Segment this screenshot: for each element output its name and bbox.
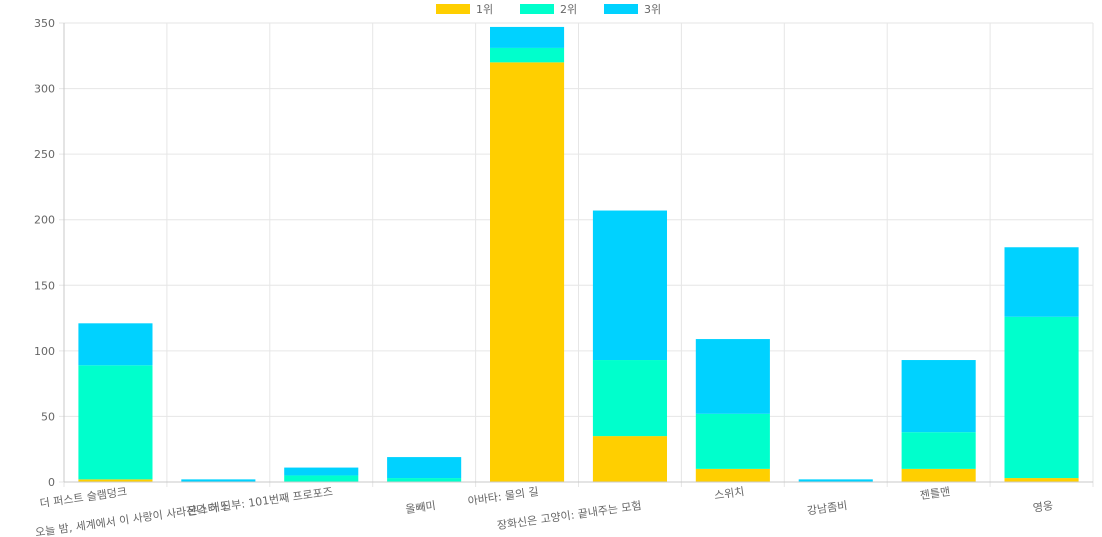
x-tick-label: 아바타: 물의 길 bbox=[467, 485, 540, 508]
bar-segment-3위[interactable] bbox=[798, 479, 873, 482]
y-tick-label: 0 bbox=[48, 476, 55, 489]
bar-segment-1위[interactable] bbox=[1004, 478, 1079, 482]
bar-segment-2위[interactable] bbox=[1004, 316, 1079, 479]
x-tick-label: 장화신은 고양이: 끝내주는 모험 bbox=[496, 499, 642, 532]
bar-segment-2위[interactable] bbox=[490, 47, 565, 63]
y-tick-label: 200 bbox=[34, 214, 55, 227]
bar-segment-2위[interactable] bbox=[901, 432, 976, 469]
y-tick-label: 300 bbox=[34, 83, 55, 96]
bar-segment-2위[interactable] bbox=[387, 478, 462, 482]
y-tick-label: 250 bbox=[34, 148, 55, 161]
legend-label[interactable]: 3위 bbox=[644, 3, 661, 16]
x-tick-label: 강남좀비 bbox=[806, 499, 848, 518]
bar-segment-1위[interactable] bbox=[490, 62, 565, 482]
bar-segment-3위[interactable] bbox=[387, 457, 462, 479]
bar-segment-2위[interactable] bbox=[592, 360, 667, 437]
x-tick-label: 젠틀맨 bbox=[919, 485, 951, 502]
legend-swatch[interactable] bbox=[520, 4, 554, 14]
x-tick-label: 스위치 bbox=[713, 485, 745, 502]
y-tick-label: 50 bbox=[41, 410, 55, 423]
x-tick-label: 영웅 bbox=[1032, 499, 1054, 515]
bar-segment-3위[interactable] bbox=[695, 339, 770, 414]
x-tick-label: 올빼미 bbox=[405, 499, 437, 516]
y-tick-label: 350 bbox=[34, 17, 55, 30]
bar-segment-3위[interactable] bbox=[78, 323, 153, 366]
y-tick-label: 100 bbox=[34, 345, 55, 358]
bar-segment-2위[interactable] bbox=[284, 475, 359, 482]
bar-segment-3위[interactable] bbox=[1004, 247, 1079, 317]
legend-label[interactable]: 1위 bbox=[476, 3, 493, 16]
y-tick-label: 150 bbox=[34, 279, 55, 292]
bar-segment-1위[interactable] bbox=[78, 479, 153, 482]
legend-label[interactable]: 2위 bbox=[560, 3, 577, 16]
x-tick-label: 몬스터 신부: 101번째 프로포즈 bbox=[187, 485, 334, 518]
bar-segment-2위[interactable] bbox=[78, 365, 153, 480]
legend-swatch[interactable] bbox=[604, 4, 638, 14]
legend-swatch[interactable] bbox=[436, 4, 470, 14]
bar-segment-3위[interactable] bbox=[490, 26, 565, 48]
bar-segment-3위[interactable] bbox=[284, 467, 359, 476]
bar-segment-3위[interactable] bbox=[901, 360, 976, 433]
bar-segment-1위[interactable] bbox=[695, 468, 770, 482]
bar-segment-3위[interactable] bbox=[181, 479, 256, 482]
grid bbox=[59, 22, 1094, 487]
legend[interactable]: 1위 2위 3위 bbox=[436, 3, 661, 16]
bars bbox=[78, 26, 1079, 482]
bar-segment-2위[interactable] bbox=[695, 413, 770, 469]
bar-segment-1위[interactable] bbox=[592, 436, 667, 482]
bar-segment-1위[interactable] bbox=[901, 468, 976, 482]
bar-segment-3위[interactable] bbox=[592, 210, 667, 361]
